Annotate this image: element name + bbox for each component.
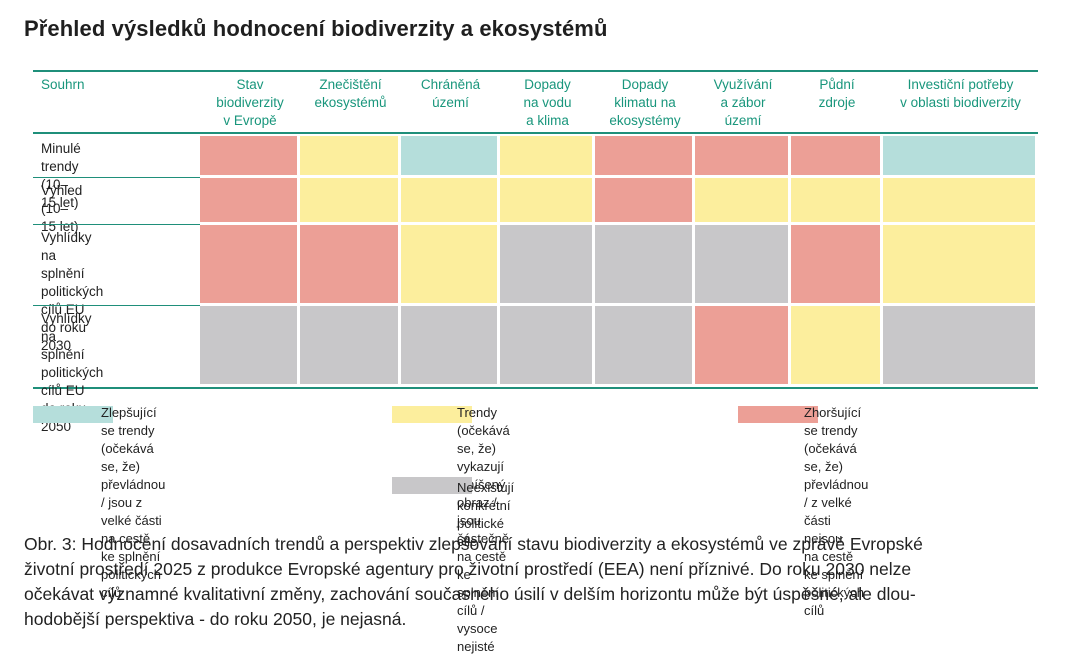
legend-label-improving: Zlepšující se trendy (očekává se, že) př…	[101, 405, 166, 600]
row-label: Minulé trendy (10–15 let)	[41, 141, 81, 210]
column-header: Využívání a zábor území	[713, 77, 773, 128]
matrix-cell	[695, 136, 788, 175]
figure-title: Přehled výsledků hodnocení biodiverzity …	[24, 16, 608, 41]
legend-swatch-no_target	[392, 477, 472, 494]
corner-label: Souhrn	[41, 77, 85, 92]
matrix-cell	[401, 178, 497, 222]
header-separator-rule	[33, 132, 1038, 134]
matrix-cell	[300, 178, 398, 222]
column-header: Půdní zdroje	[818, 77, 856, 110]
legend-label-mixed: Trendy (očekává se, že) vykazují smíšený…	[457, 405, 510, 654]
row-separator	[33, 177, 200, 178]
matrix-cell	[883, 225, 1035, 303]
matrix-cell	[595, 306, 692, 384]
matrix-cell	[595, 136, 692, 175]
legend-label-no_target: Neexistují konkrétní politické cíle	[457, 480, 515, 549]
matrix-cell	[791, 225, 880, 303]
figure-caption: Obr. 3: Hodnocení dosavadních trendů a p…	[24, 532, 1046, 632]
column-header: Stav biodiverzity v Evropě	[216, 77, 284, 128]
matrix-cell	[791, 306, 880, 384]
matrix-cell	[500, 306, 592, 384]
matrix-cell	[200, 306, 297, 384]
column-header: Chráněná území	[420, 77, 481, 110]
matrix-cell	[401, 306, 497, 384]
column-header: Dopady klimatu na ekosystémy	[609, 77, 681, 128]
matrix-cell	[791, 178, 880, 222]
row-separator	[33, 224, 200, 225]
matrix-cell	[500, 178, 592, 222]
row-label: Vyhlídky na splnění politických cílů EU …	[41, 230, 104, 353]
matrix-cell	[883, 178, 1035, 222]
matrix-cell	[883, 136, 1035, 175]
matrix-cell	[300, 225, 398, 303]
legend-label-deteriorating: Zhoršující se trendy (očekává se, že) př…	[804, 405, 869, 618]
matrix-cell	[300, 306, 398, 384]
matrix-cell	[200, 178, 297, 222]
matrix-cell	[500, 136, 592, 175]
column-header: Znečištění ekosystémů	[314, 77, 387, 110]
matrix-cell	[883, 306, 1035, 384]
caption-line: hodobější perspektiva - do roku 2050, je…	[24, 609, 407, 629]
row-separator	[33, 305, 200, 306]
column-header: Investiční potřeby v oblasti biodiverzit…	[900, 77, 1021, 110]
caption-line: Obr. 3: Hodnocení dosavadních trendů a p…	[24, 534, 923, 554]
legend-swatch-mixed	[392, 406, 472, 423]
matrix-cell	[695, 306, 788, 384]
caption-line: životní prostředí 2025 z produkce Evrops…	[24, 559, 912, 579]
matrix-cell	[500, 225, 592, 303]
column-header: Dopady na vodu a klima	[523, 77, 572, 128]
legend-swatch-deteriorating	[738, 406, 818, 423]
matrix-cell	[401, 136, 497, 175]
matrix-cell	[791, 136, 880, 175]
caption-line: očekávat významné kvalitativní změny, za…	[24, 584, 916, 604]
matrix-cell	[595, 225, 692, 303]
table-bottom-rule	[33, 387, 1038, 389]
legend-swatch-improving	[33, 406, 113, 423]
matrix-cell	[695, 178, 788, 222]
matrix-cell	[401, 225, 497, 303]
matrix-cell	[300, 136, 398, 175]
matrix-cell	[200, 225, 297, 303]
row-label: Výhled (10–15 let)	[41, 183, 83, 234]
matrix-cell	[200, 136, 297, 175]
matrix-cell	[595, 178, 692, 222]
table-top-rule	[33, 70, 1038, 72]
matrix-cell	[695, 225, 788, 303]
